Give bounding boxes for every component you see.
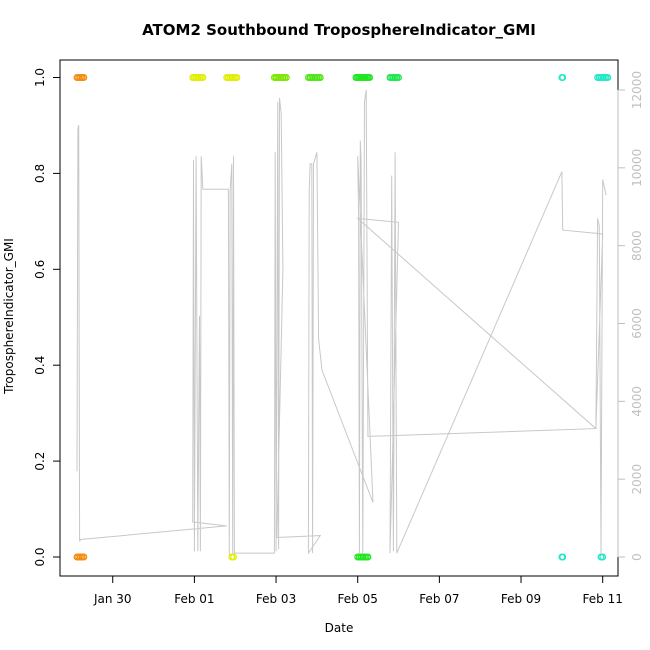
y-tick-label: 0.2 bbox=[33, 452, 47, 471]
y2-tick-label: 4000 bbox=[630, 386, 644, 417]
point-group bbox=[228, 553, 237, 561]
point-group bbox=[558, 74, 567, 81]
point-group bbox=[354, 553, 372, 561]
y-tick-label: 0.8 bbox=[33, 164, 47, 183]
altitude-line bbox=[76, 89, 607, 556]
data-point bbox=[282, 74, 290, 81]
y2-tick-label: 8000 bbox=[630, 230, 644, 261]
data-point bbox=[559, 74, 567, 81]
point-group bbox=[189, 74, 207, 81]
point-group bbox=[73, 74, 88, 81]
point-group bbox=[558, 553, 567, 561]
data-point bbox=[316, 74, 324, 81]
point-group bbox=[594, 74, 612, 81]
x-tick-label: Feb 01 bbox=[174, 592, 214, 606]
data-point bbox=[599, 553, 607, 561]
point-group bbox=[352, 74, 374, 81]
chart-title: ATOM2 Southbound TroposphereIndicator_GM… bbox=[142, 21, 536, 39]
point-group bbox=[223, 74, 241, 81]
data-point bbox=[395, 74, 402, 81]
x-tick-label: Feb 11 bbox=[583, 592, 623, 606]
y-axis-title: TroposphereIndicator_GMI bbox=[2, 238, 16, 395]
plot-frame bbox=[59, 59, 619, 577]
x-tick-label: Jan 30 bbox=[93, 592, 132, 606]
point-group bbox=[304, 74, 324, 81]
data-point bbox=[80, 553, 88, 561]
data-point bbox=[80, 74, 88, 81]
x-tick-label: Feb 03 bbox=[256, 592, 296, 606]
data-point bbox=[364, 553, 372, 561]
x-tick-label: Feb 07 bbox=[419, 592, 459, 606]
data-point bbox=[233, 74, 241, 81]
y-axis-right: 0 2000 4000 6000 8000 10000 12000 bbox=[617, 71, 644, 561]
y2-tick-label: 12000 bbox=[630, 71, 644, 109]
data-point bbox=[230, 553, 237, 561]
data-point bbox=[366, 74, 374, 81]
point-group bbox=[270, 74, 290, 81]
y-tick-label: 0.6 bbox=[33, 260, 47, 279]
point-group bbox=[597, 553, 607, 561]
indicator-points bbox=[73, 74, 612, 561]
x-axis-title: Date bbox=[325, 621, 354, 635]
plot-border bbox=[59, 59, 619, 577]
y2-tick-label: 0 bbox=[630, 553, 644, 561]
y-tick-label: 0.0 bbox=[33, 547, 47, 566]
y2-tick-label: 10000 bbox=[630, 149, 644, 187]
point-group bbox=[386, 74, 402, 81]
y-tick-label: 1.0 bbox=[33, 68, 47, 87]
y-axis-left: 0.0 0.2 0.4 0.6 0.8 1.0 bbox=[33, 68, 61, 567]
y2-tick-label: 6000 bbox=[630, 308, 644, 339]
point-group bbox=[73, 553, 88, 561]
data-point bbox=[199, 74, 207, 81]
altitude-series bbox=[76, 89, 607, 556]
x-axis: Jan 30 Feb 01 Feb 03 Feb 05 Feb 07 Feb 09 Feb … bbox=[93, 575, 623, 606]
y-tick-label: 0.4 bbox=[33, 356, 47, 375]
data-point bbox=[604, 74, 612, 81]
y2-tick-label: 2000 bbox=[630, 464, 644, 495]
x-tick-label: Feb 09 bbox=[501, 592, 541, 606]
data-point bbox=[559, 553, 567, 561]
x-tick-label: Feb 05 bbox=[338, 592, 378, 606]
